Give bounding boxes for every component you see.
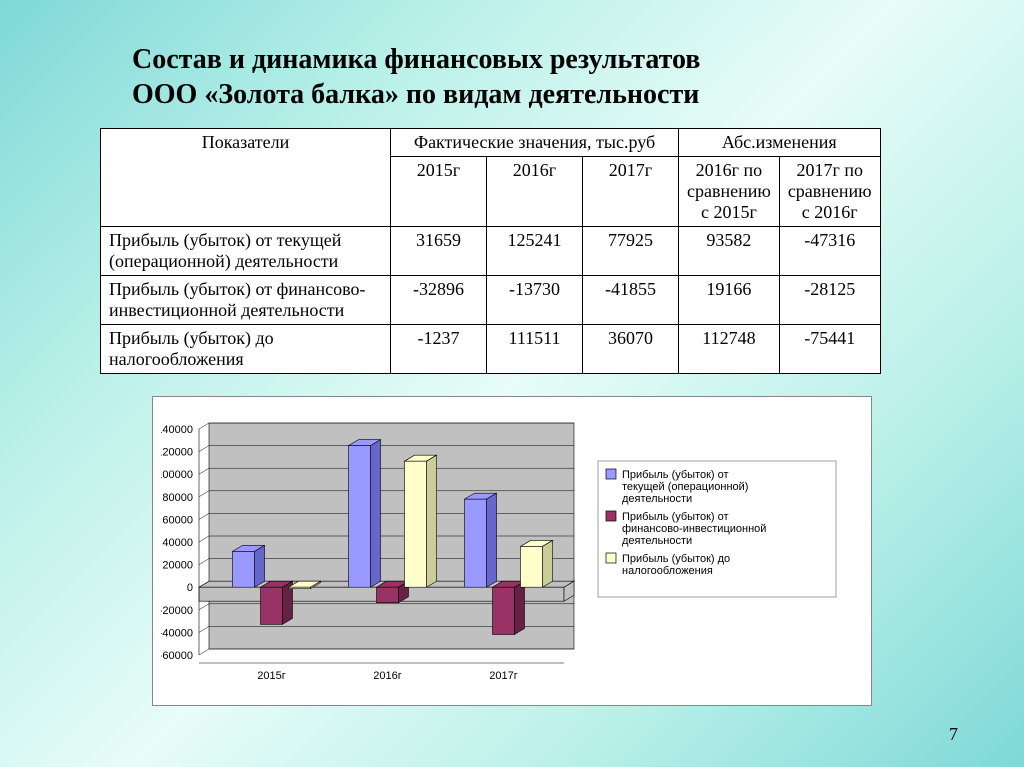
svg-text:-20000: -20000 (161, 605, 193, 617)
svg-text:2015г: 2015г (257, 670, 285, 682)
svg-text:2016г: 2016г (373, 670, 401, 682)
cell-value: 19166 (679, 276, 780, 325)
th-abs-2: 2017г по сравнению с 2016г (779, 157, 880, 227)
table-row: Прибыль (убыток) от финансово-инвестицио… (101, 276, 881, 325)
row-label: Прибыль (убыток) до налогообложения (101, 325, 391, 374)
title-line-1: Состав и динамика финансовых результатов (132, 44, 700, 75)
cell-value: -47316 (779, 227, 880, 276)
th-actual-group: Фактические значения, тыс.руб (391, 129, 679, 157)
svg-text:2017г: 2017г (489, 670, 517, 682)
cell-value: 36070 (583, 325, 679, 374)
cell-value: 77925 (583, 227, 679, 276)
financial-results-table: Показатели Фактические значения, тыс.руб… (100, 128, 881, 374)
svg-text:-60000: -60000 (161, 650, 193, 662)
cell-value: 112748 (679, 325, 780, 374)
svg-text:80000: 80000 (162, 492, 193, 504)
title-line-2: ООО «Золота балка» по видам деятельности (132, 79, 699, 110)
cell-value: 31659 (391, 227, 487, 276)
slide-title: Состав и динамика финансовых результатов… (132, 42, 952, 112)
th-abs-1: 2016г по сравнению с 2015г (679, 157, 780, 227)
cell-value: -75441 (779, 325, 880, 374)
th-2015: 2015г (391, 157, 487, 227)
svg-text:20000: 20000 (162, 560, 193, 572)
svg-text:120000: 120000 (161, 447, 193, 459)
svg-text:0: 0 (187, 582, 193, 594)
svg-text:140000: 140000 (161, 424, 193, 436)
table-row: Прибыль (убыток) до налогообложения -123… (101, 325, 881, 374)
svg-text:текущей (операционной): текущей (операционной) (622, 481, 748, 493)
row-label: Прибыль (убыток) от финансово-инвестицио… (101, 276, 391, 325)
svg-text:деятельности: деятельности (622, 535, 692, 547)
cell-value: -1237 (391, 325, 487, 374)
cell-value: 125241 (487, 227, 583, 276)
row-label: Прибыль (убыток) от текущей (операционно… (101, 227, 391, 276)
th-indicator: Показатели (101, 129, 391, 227)
chart-svg: -60000 -40000 -20000 0 20000 40000 60000 80000 1… (161, 411, 865, 699)
bar-chart-3d: -60000 -40000 -20000 0 20000 40000 60000 80000 1… (152, 396, 872, 706)
th-2016: 2016г (487, 157, 583, 227)
table-row: Прибыль (убыток) от текущей (операционно… (101, 227, 881, 276)
cell-value: 111511 (487, 325, 583, 374)
th-abs-group: Абс.изменения (679, 129, 881, 157)
cell-value: 93582 (679, 227, 780, 276)
svg-text:60000: 60000 (162, 514, 193, 526)
svg-text:Прибыль (убыток) от: Прибыль (убыток) от (622, 511, 729, 523)
svg-text:40000: 40000 (162, 537, 193, 549)
svg-text:100000: 100000 (161, 469, 193, 481)
svg-text:деятельности: деятельности (622, 493, 692, 505)
svg-text:финансово-инвестиционной: финансово-инвестиционной (622, 523, 766, 535)
svg-text:-40000: -40000 (161, 627, 193, 639)
svg-text:налогообложения: налогообложения (622, 565, 713, 577)
cell-value: -32896 (391, 276, 487, 325)
cell-value: -13730 (487, 276, 583, 325)
svg-text:Прибыль (убыток) от: Прибыль (убыток) от (622, 469, 729, 481)
page-number: 7 (949, 724, 958, 745)
svg-text:Прибыль (убыток) до: Прибыль (убыток) до (622, 553, 730, 565)
th-2017: 2017г (583, 157, 679, 227)
cell-value: -41855 (583, 276, 679, 325)
cell-value: -28125 (779, 276, 880, 325)
